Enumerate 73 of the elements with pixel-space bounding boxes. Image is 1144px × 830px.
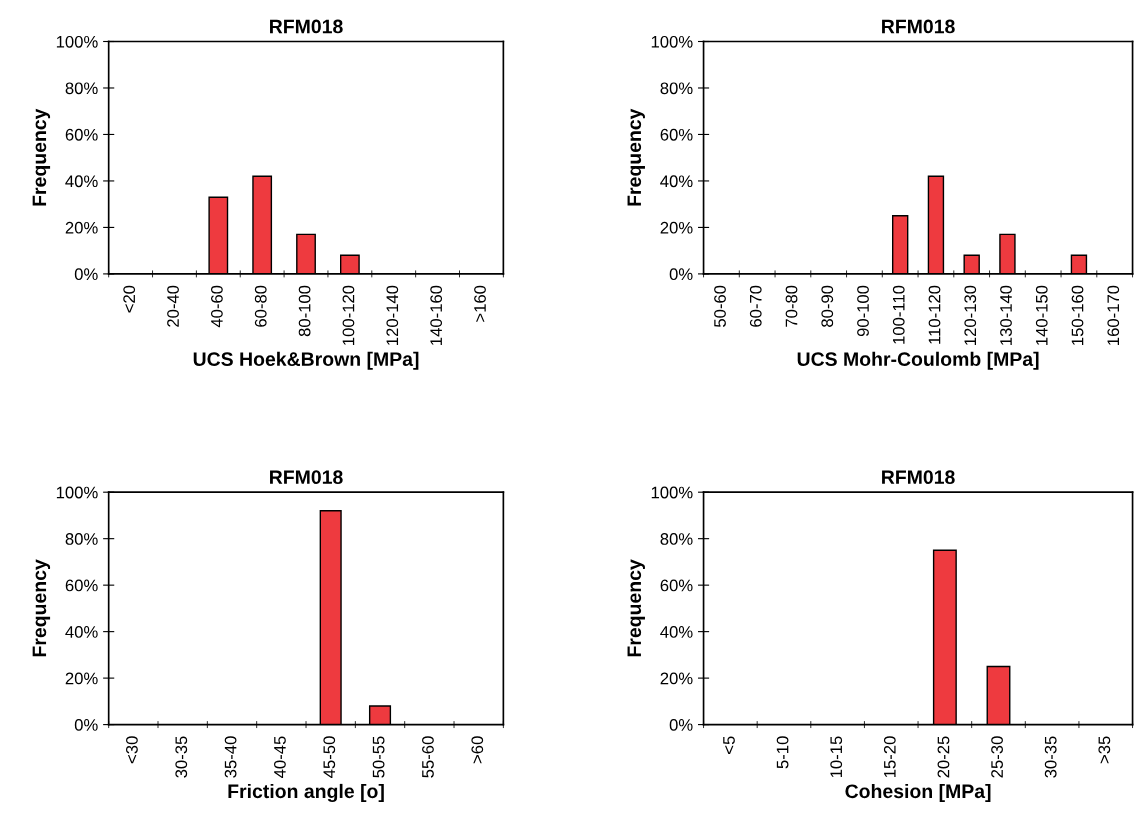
x-tick-label: <30 — [126, 736, 138, 764]
x-tick-label: 45-50 — [323, 736, 336, 778]
x-tick-label: 50-60 — [714, 285, 726, 327]
x-axis-title: Friction angle [o] — [228, 783, 384, 803]
chart-title: RFM018 — [270, 19, 343, 34]
x-tick-label: <20 — [123, 285, 136, 313]
y-tick-label: 40% — [660, 175, 693, 188]
x-tick-label: 150-160 — [1071, 285, 1084, 345]
y-tick-label: 80% — [65, 533, 98, 545]
chart-title: RFM018 — [882, 470, 955, 485]
y-tick-label: 40% — [65, 175, 98, 188]
chart-title: RFM018 — [882, 19, 955, 34]
x-tick-label: 100-120 — [342, 285, 355, 345]
x-tick-label: 70-80 — [785, 285, 798, 327]
x-tick-label: 5-10 — [776, 736, 789, 769]
x-tick-label: 20-40 — [167, 285, 179, 327]
x-axis-title: UCS Mohr-Coulomb [MPa] — [797, 351, 1039, 370]
x-tick-label: <5 — [723, 736, 735, 754]
y-axis-title: Frequency — [32, 559, 51, 657]
x-tick-label: 120-140 — [386, 285, 399, 345]
y-tick-label: 100% — [651, 486, 693, 499]
y-axis-title: Frequency — [627, 108, 645, 206]
x-tick-label: 10-15 — [830, 736, 843, 778]
x-tick-label: 35-40 — [224, 736, 237, 778]
y-tick-label: 0% — [669, 268, 693, 281]
x-tick-label: 25-30 — [991, 736, 1003, 778]
x-tick-label: 15-20 — [883, 736, 896, 778]
y-tick-label: 40% — [65, 626, 98, 638]
x-tick-label: 20-25 — [937, 736, 950, 778]
x-tick-label: 60-80 — [254, 285, 267, 327]
chart-title: RFM018 — [270, 470, 343, 485]
y-tick-label: 40% — [660, 626, 693, 638]
x-tick-label: 130-140 — [1000, 285, 1012, 345]
x-tick-label: 80-90 — [821, 285, 834, 327]
y-tick-label: 80% — [660, 82, 693, 95]
y-tick-label: 60% — [65, 128, 98, 141]
x-tick-label: 40-45 — [274, 736, 286, 778]
y-tick-label: 0% — [74, 268, 98, 281]
y-tick-label: 60% — [65, 579, 98, 592]
y-axis-title: Frequency — [32, 108, 51, 206]
y-tick-label: 100% — [56, 486, 98, 499]
x-tick-label: 50-55 — [372, 736, 385, 778]
x-tick-label: 30-35 — [175, 736, 188, 778]
y-tick-label: 100% — [651, 35, 693, 48]
y-tick-label: 20% — [65, 221, 98, 234]
x-tick-label: 120-130 — [964, 285, 977, 345]
y-tick-label: 60% — [660, 579, 693, 592]
y-tick-label: 20% — [660, 672, 693, 685]
y-axis-title: Frequency — [627, 559, 645, 657]
x-tick-label: 80-100 — [298, 285, 311, 337]
x-tick-label: >35 — [1098, 736, 1111, 764]
y-tick-label: 80% — [660, 533, 693, 545]
x-axis-title: UCS Hoek&Brown [MPa] — [193, 351, 419, 370]
y-tick-label: 0% — [669, 718, 693, 731]
y-tick-label: 20% — [65, 672, 98, 685]
x-tick-label: 140-150 — [1035, 285, 1048, 345]
x-tick-label: >60 — [471, 736, 484, 764]
x-tick-label: 30-35 — [1044, 736, 1057, 778]
y-tick-label: 0% — [74, 718, 98, 731]
y-tick-label: 20% — [660, 221, 693, 234]
x-tick-label: 100-110 — [892, 285, 905, 344]
x-tick-label: 55-60 — [422, 736, 434, 778]
x-axis-title: Cohesion [MPa] — [845, 783, 991, 803]
x-tick-label: 60-70 — [749, 285, 762, 327]
y-tick-label: 60% — [660, 128, 693, 141]
x-tick-label: 110-120 — [928, 285, 941, 344]
x-tick-label: 160-170 — [1107, 285, 1120, 345]
x-tick-label: 90-100 — [857, 285, 869, 337]
y-tick-label: 80% — [65, 82, 98, 95]
x-tick-label: 140-160 — [430, 285, 443, 345]
y-tick-label: 100% — [56, 35, 98, 48]
x-tick-label: 40-60 — [210, 285, 223, 328]
x-tick-label: >160 — [474, 285, 486, 322]
